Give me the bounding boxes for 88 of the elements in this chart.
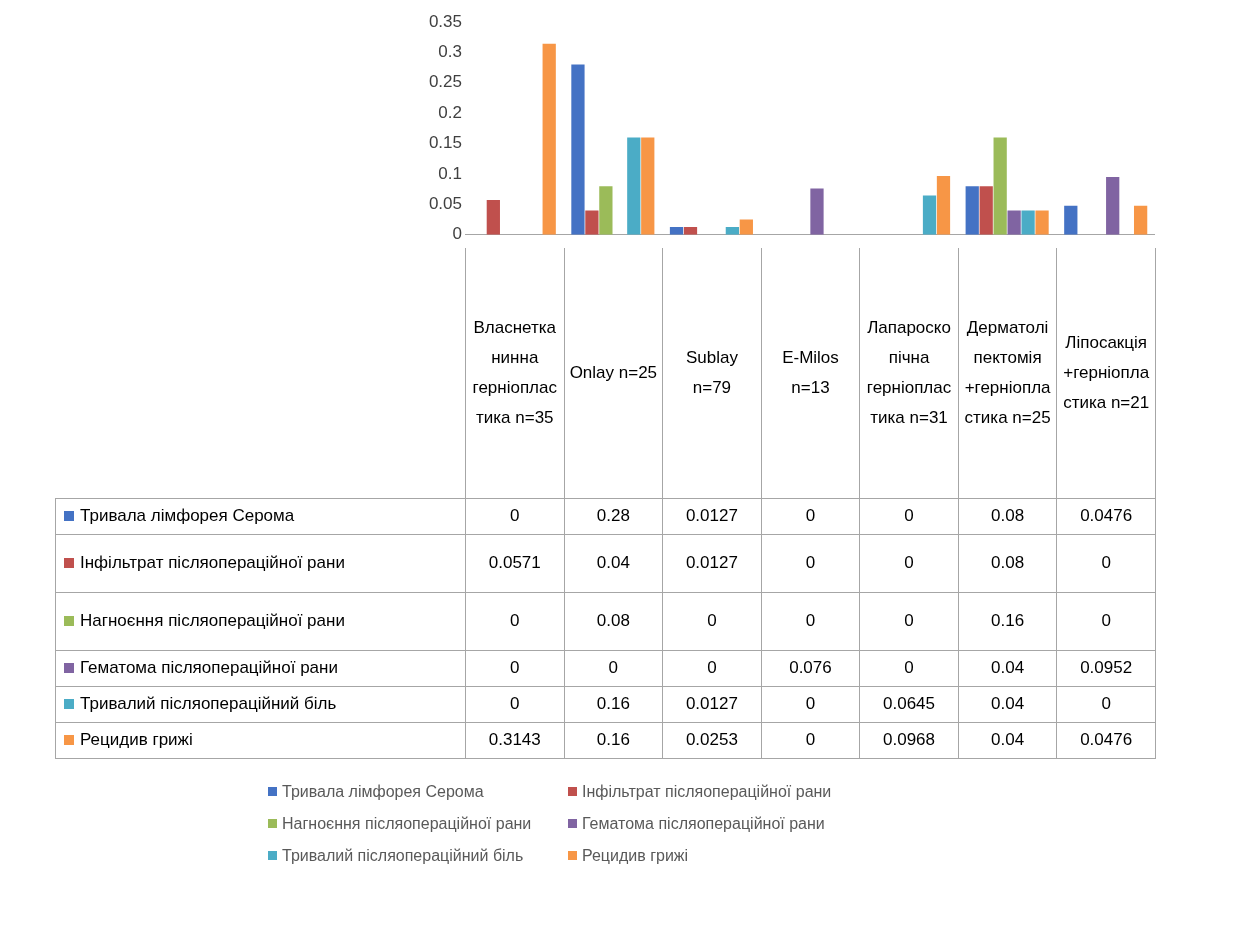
data-label: 0: [761, 534, 860, 592]
text: Нагноєння післяопераційної рани: [282, 814, 532, 832]
data-label: 0: [465, 498, 565, 534]
text: Рецидив грижі: [582, 846, 689, 864]
text: Інфільтрат післяопераційної рани: [582, 782, 832, 800]
text: Гематома післяопераційної рани: [80, 658, 338, 677]
legend-label: Нагноєння післяопераційної рани: [80, 611, 346, 631]
y-tick-label: 0.05: [428, 194, 462, 214]
data-label: 0.0476: [1056, 498, 1156, 534]
data-label: 0: [465, 686, 565, 722]
data-label: 0.28: [564, 498, 663, 534]
x-tick-label: Onlay n=25: [564, 248, 663, 498]
data-label: 0: [1056, 592, 1156, 650]
legend-label: Гематома післяопераційної рани: [582, 814, 825, 833]
data-label: 0: [859, 498, 959, 534]
data-label: 0.08: [958, 534, 1057, 592]
x-tick-label: E-Milos n=13: [761, 248, 860, 498]
data-label: 0.04: [564, 534, 663, 592]
y-tick-label: 0.25: [428, 72, 462, 92]
data-label: 0: [564, 650, 663, 686]
data-label: 0: [662, 650, 762, 686]
bar: [1021, 210, 1035, 235]
data-label: 0.0952: [1056, 650, 1156, 686]
data-label: 0: [859, 650, 959, 686]
data-label: 0.0253: [662, 722, 762, 758]
legend-label: Тривалий післяопераційний біль: [80, 694, 338, 714]
x-tick-label: Власнетканинна герніопластика n=35: [465, 248, 565, 498]
x-tick-label: Дерматоліпектомія +герніопластика n=25: [958, 248, 1057, 498]
bar: [739, 219, 753, 235]
data-label: 0.08: [958, 498, 1057, 534]
legend-label: Рецидив грижі: [80, 730, 194, 750]
data-label: 0.0968: [859, 722, 959, 758]
data-label: 0: [761, 722, 860, 758]
data-label: 0.3143: [465, 722, 565, 758]
data-label: 0.0476: [1056, 722, 1156, 758]
bar: [979, 186, 993, 235]
x-tick-label: Sublay n=79: [662, 248, 762, 498]
data-label: 0.0645: [859, 686, 959, 722]
data-label: 0.16: [564, 722, 663, 758]
data-label: 0: [761, 498, 860, 534]
bar: [599, 186, 613, 235]
bar: [922, 195, 937, 235]
bar: [810, 188, 824, 235]
data-label: 0: [859, 592, 959, 650]
data-label: 0: [761, 592, 860, 650]
y-tick-label: 0.3: [438, 42, 462, 62]
data-label: 0.0127: [662, 534, 762, 592]
bar: [571, 64, 585, 235]
y-tick-label: 0.1: [438, 163, 462, 183]
y-tick-label: 0.35: [428, 11, 462, 31]
data-label: 0: [859, 534, 959, 592]
data-label: 0: [1056, 686, 1156, 722]
data-label: 0.08: [564, 592, 663, 650]
bar: [1133, 205, 1148, 235]
bar: [1035, 210, 1049, 235]
data-label: 0.0127: [662, 686, 762, 722]
y-tick-label: 0: [452, 224, 462, 244]
data-label: 0.0571: [465, 534, 565, 592]
bar: [936, 175, 951, 235]
data-label: 0.16: [958, 592, 1057, 650]
bar: [1007, 210, 1021, 235]
y-tick-label: 0.2: [438, 102, 462, 122]
bar: [486, 200, 500, 235]
data-label: 0: [465, 650, 565, 686]
x-tick-label: Лапароскопічна герніопластика n=31: [859, 248, 959, 498]
bar: [542, 43, 556, 235]
bar: [627, 137, 641, 235]
data-label: 0.04: [958, 686, 1057, 722]
legend-label: Тривала лімфорея Серома: [80, 506, 296, 526]
text: Тривала лімфорея Серома: [282, 782, 484, 800]
bar: [641, 137, 655, 235]
data-label: 0: [662, 592, 762, 650]
y-tick-label: 0.15: [428, 133, 462, 153]
x-tick-label: Ліпосакція +герніопластика n=21: [1056, 248, 1156, 498]
legend-label: Інфільтрат післяопераційної рани: [80, 553, 346, 573]
data-label: 0.04: [958, 722, 1057, 758]
data-label: 0.0127: [662, 498, 762, 534]
data-label: 0.16: [564, 686, 663, 722]
bar: [993, 137, 1007, 235]
data-label: 0: [1056, 534, 1156, 592]
bar: [1106, 176, 1120, 235]
data-label: 0.04: [958, 650, 1057, 686]
text: Тривалий післяопераційний біль: [282, 846, 524, 864]
data-label: 0.076: [761, 650, 860, 686]
bar: [585, 210, 599, 235]
bar: [965, 186, 979, 235]
bar: [1064, 205, 1078, 235]
data-label: 0: [761, 686, 860, 722]
